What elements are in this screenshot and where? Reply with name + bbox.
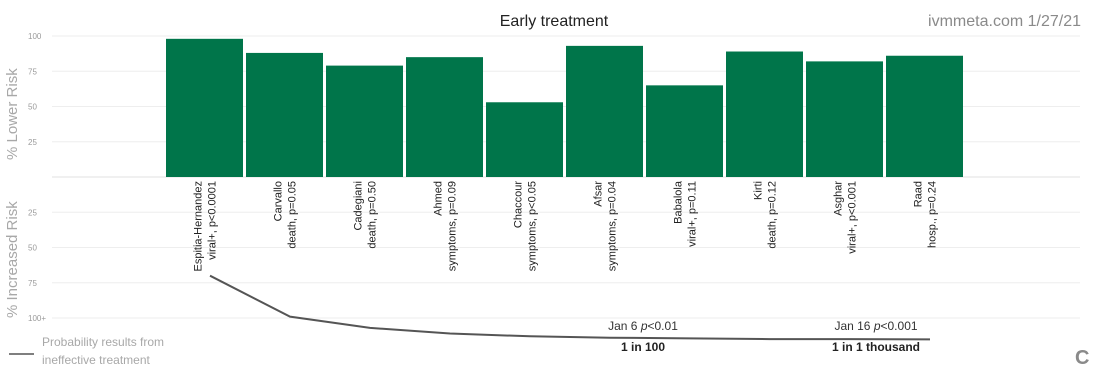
y-tick-label: 75 <box>28 279 37 288</box>
y-tick-label: 25 <box>28 138 37 147</box>
annotation-1-line2: 1 in 100 <box>621 340 665 354</box>
bar <box>486 102 563 177</box>
annotation-1-line1: Jan 6 p<0.01 <box>608 319 678 333</box>
x-tick-label: Cadegiani death, p=0.50 <box>353 181 379 249</box>
bar <box>646 85 723 177</box>
legend-line1: Probability results from <box>42 335 164 349</box>
annotation-2-line2: 1 in 1 thousand <box>832 340 920 354</box>
bar <box>806 61 883 177</box>
bar <box>326 65 403 177</box>
y-tick-label: 50 <box>28 244 37 253</box>
chart-title: Early treatment <box>500 13 609 30</box>
legend-line2: ineffective treatment <box>42 353 151 367</box>
y-tick-label: 50 <box>28 103 37 112</box>
corner-letter: C <box>1075 347 1089 369</box>
bar <box>246 52 323 177</box>
x-tick-label: Ahmed symptoms, p=0.09 <box>433 181 459 271</box>
x-tick-label: Chaccour symptoms, p<0.05 <box>513 181 539 272</box>
bar <box>166 38 243 177</box>
x-tick-labels: Espitia-Hernandez viral+, p<0.0001 Carvall… <box>193 180 939 271</box>
x-tick-label: Asghar viral+, p<0.001 <box>833 181 859 254</box>
bar <box>566 45 643 178</box>
x-tick-label: Espitia-Hernandez viral+, p<0.0001 <box>193 181 219 272</box>
x-tick-label: Babalola viral+, p=0.11 <box>673 180 699 247</box>
y-axis-label-lower-risk: % Lower Risk <box>4 68 21 160</box>
y-tick-label: 100 <box>28 32 42 41</box>
y-tick-labels: 100 75 50 25 25 50 75 100+ <box>28 32 46 323</box>
y-tick-label: 75 <box>28 67 37 76</box>
bar <box>726 51 803 178</box>
bars <box>166 38 963 178</box>
probability-curve <box>209 274 931 341</box>
source-label: ivmmeta.com 1/27/21 <box>928 13 1081 30</box>
x-tick-label: Afsar symptoms, p=0.04 <box>593 181 619 272</box>
y-tick-label: 25 <box>28 208 37 217</box>
bar <box>406 57 483 177</box>
x-tick-label: Kirti death, p=0.12 <box>753 181 779 249</box>
y-axis-label-increased-risk: % Increased Risk <box>4 201 21 318</box>
bar <box>886 55 963 177</box>
x-tick-label: Carvallo death, p=0.05 <box>273 181 299 249</box>
annotation-2-line1: Jan 16 p<0.001 <box>834 319 917 333</box>
x-tick-label: Raad hosp., p=0.24 <box>913 181 939 248</box>
y-tick-label: 100+ <box>28 314 46 323</box>
